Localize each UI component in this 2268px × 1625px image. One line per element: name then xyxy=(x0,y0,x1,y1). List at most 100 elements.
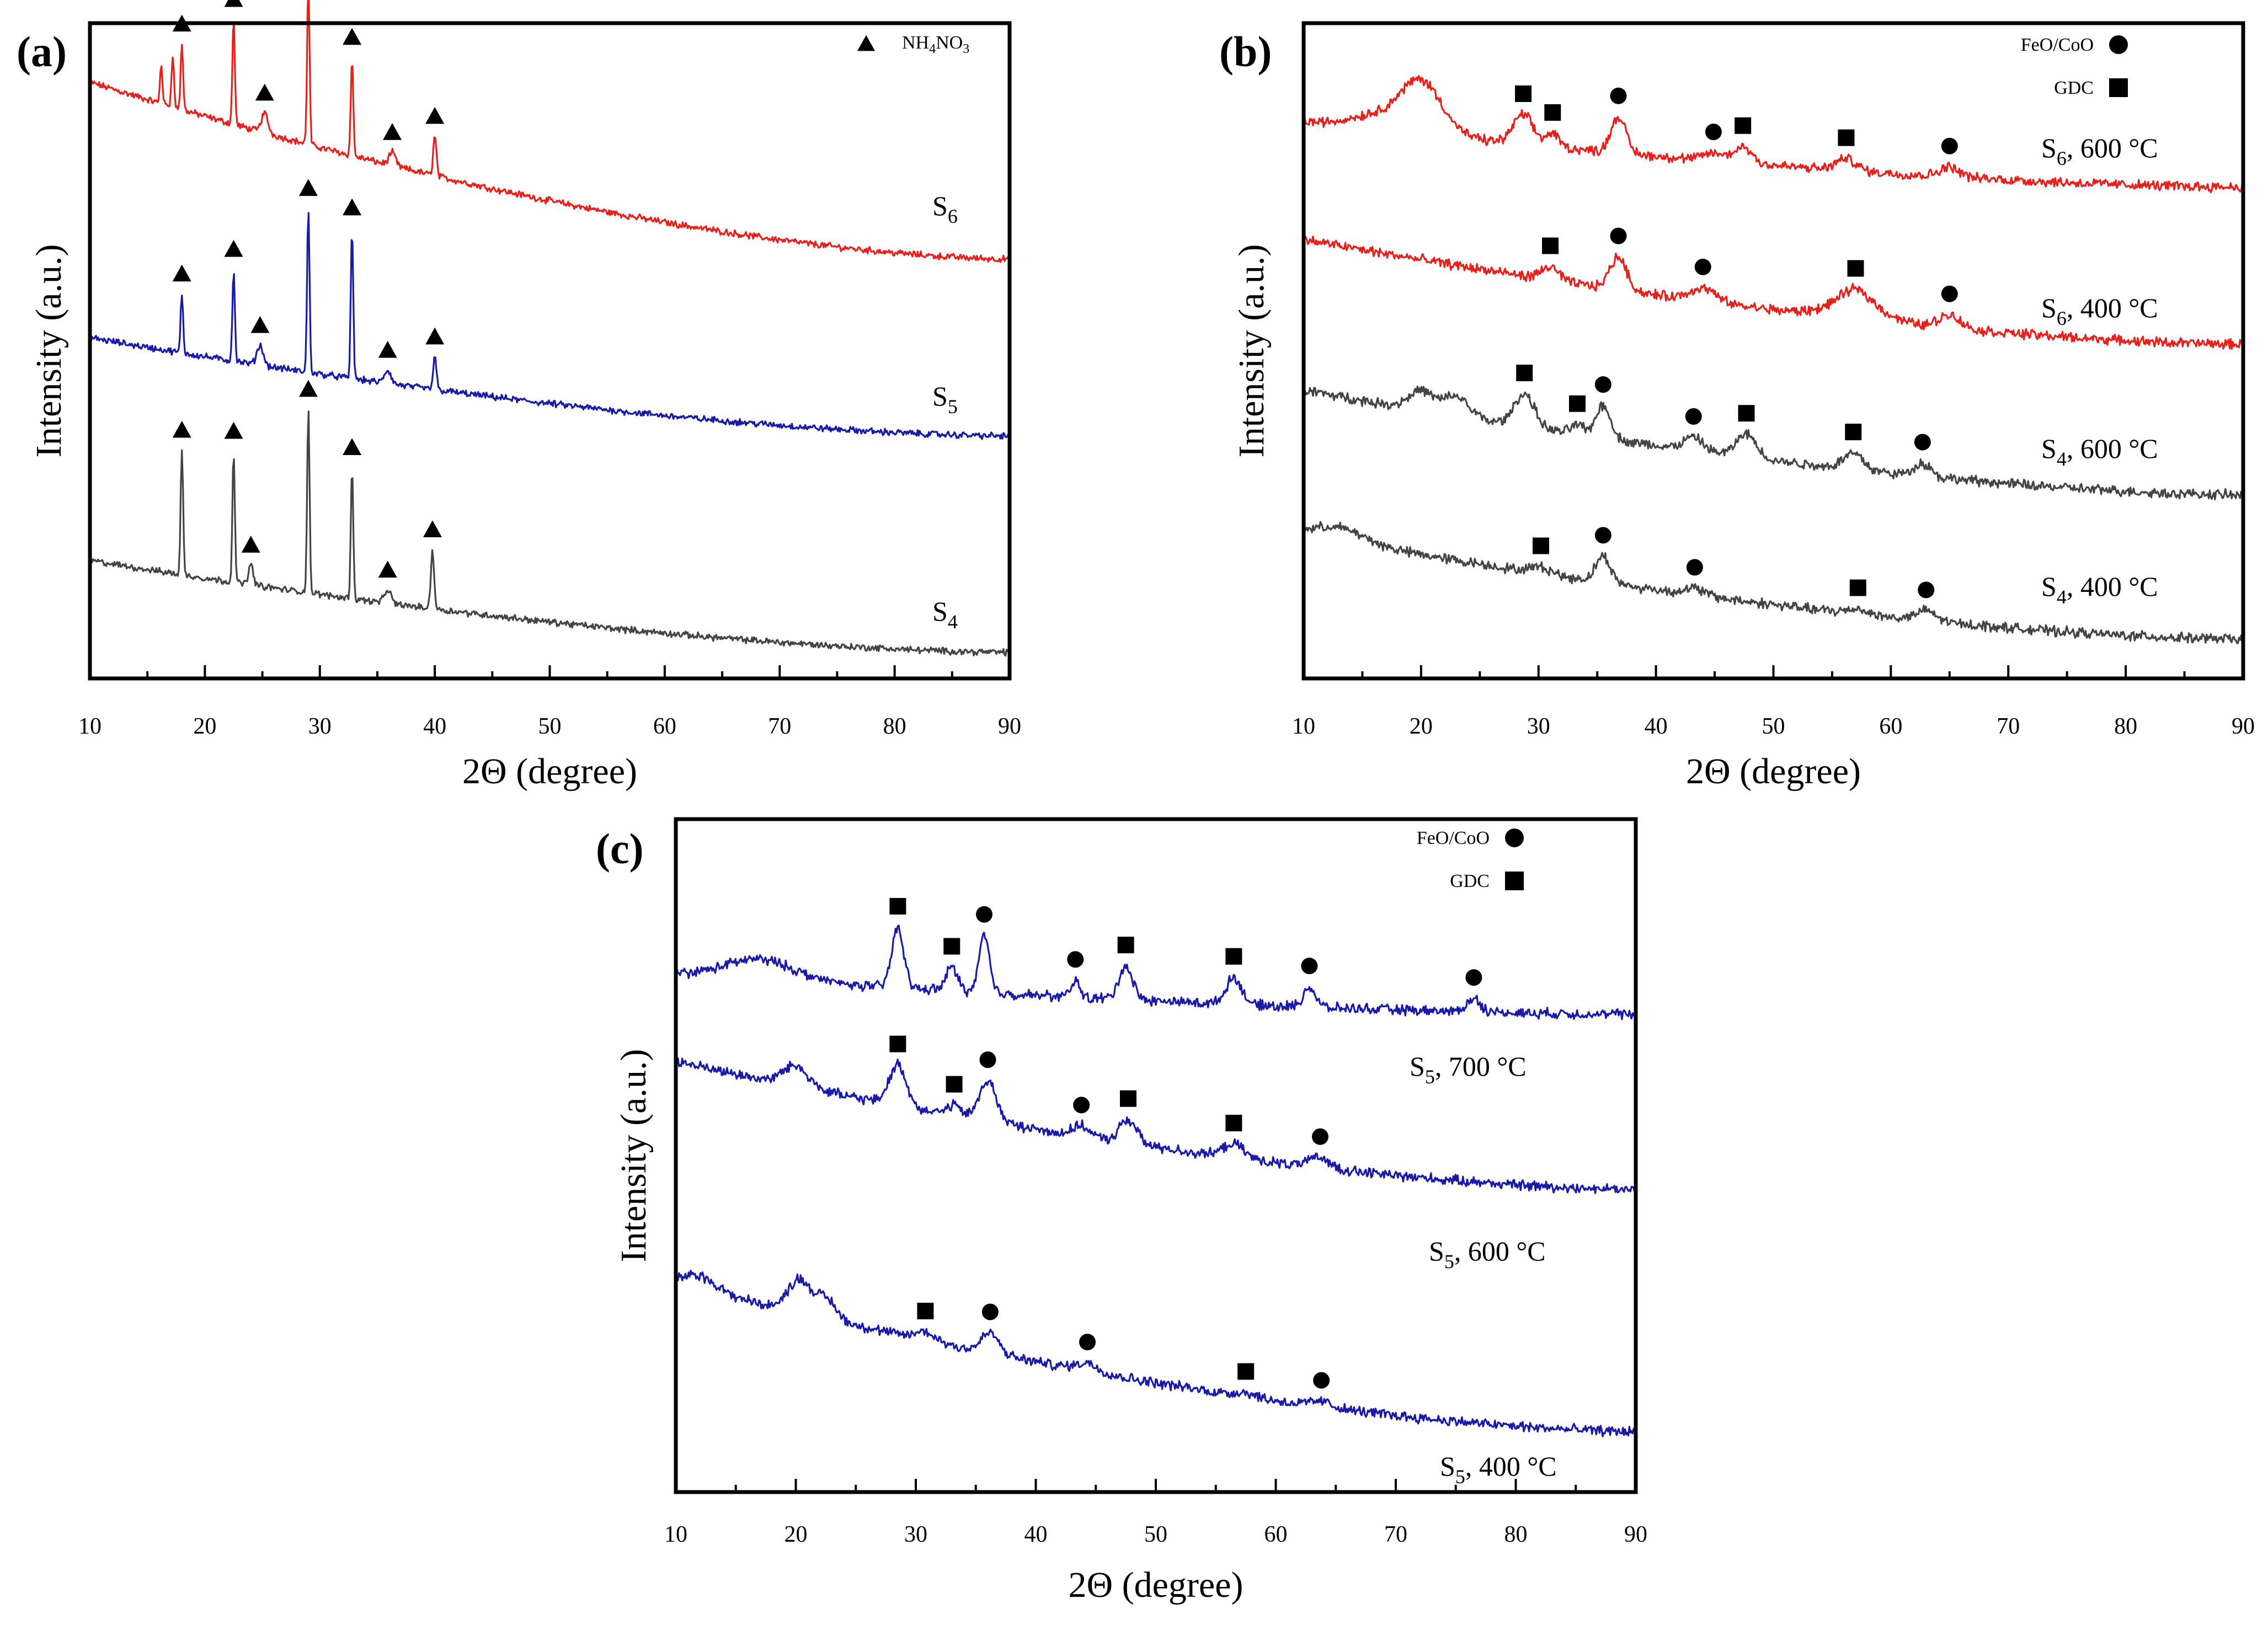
peak-marker-triangle xyxy=(343,198,362,216)
legend-square-icon xyxy=(2109,78,2128,97)
peak-marker-triangle xyxy=(224,240,243,257)
peak-marker-circle xyxy=(1918,581,1935,598)
series-line xyxy=(1303,75,2244,194)
peak-marker-triangle xyxy=(224,0,243,7)
series-line xyxy=(1303,386,2244,500)
peak-marker-square xyxy=(1225,1115,1242,1132)
peak-marker-triangle xyxy=(298,179,318,196)
x-axis-title: 2Θ (degree) xyxy=(1069,1565,1244,1605)
peak-marker-square xyxy=(1117,937,1134,954)
panel-b: (b) S6, 600 °C S6, 400 °C S4, 600 °C S4, 400… xyxy=(1219,21,2255,792)
peak-marker-triangle xyxy=(378,560,397,578)
series-label: S6, 400 °C xyxy=(2041,292,2158,329)
peak-marker-circle xyxy=(979,1051,996,1068)
series-label: S4 xyxy=(932,596,958,633)
legend-label: GDC xyxy=(2054,78,2094,98)
peak-marker-triangle xyxy=(378,341,397,358)
legend-square-icon xyxy=(1505,872,1524,890)
x-tick-label: 70 xyxy=(1997,714,2020,739)
x-tick-label: 20 xyxy=(193,714,216,739)
plot-frame xyxy=(674,817,1638,1494)
series-line xyxy=(1303,521,2244,644)
legend-label: GDC xyxy=(1450,871,1490,891)
x-tick-label: 70 xyxy=(768,714,791,739)
peak-marker-circle xyxy=(1685,408,1702,425)
legend-label: FeO/CoO xyxy=(1417,828,1490,848)
panel-c: (c) S5, 700 °C S5, 600 °C S5, 400 °C 10 20 30 4… xyxy=(596,817,1647,1605)
peak-marker-square xyxy=(1847,260,1864,277)
x-tick-label: 20 xyxy=(1410,714,1433,739)
x-axis: 10 20 30 40 50 60 70 80 90 xyxy=(664,1479,1647,1547)
series-line xyxy=(675,1269,1636,1437)
panel-letter: (a) xyxy=(17,28,67,76)
x-tick-label: 10 xyxy=(78,714,102,739)
x-tick-label: 60 xyxy=(653,714,676,739)
x-tick-label: 80 xyxy=(1504,1522,1528,1547)
series-s5-700-c: S5, 700 °C xyxy=(675,897,1637,1088)
peak-marker-circle xyxy=(1694,258,1711,275)
peak-marker-triangle xyxy=(224,421,243,439)
series-label: S5, 700 °C xyxy=(1410,1051,1527,1088)
peak-marker-circle xyxy=(1313,1372,1330,1389)
legend: NH4NO3 xyxy=(857,33,969,56)
series-s5-600-c: S5, 600 °C xyxy=(675,1035,1637,1273)
legend-triangle-icon xyxy=(857,35,875,51)
legend-circle-icon xyxy=(2109,35,2128,54)
peak-marker-circle xyxy=(1941,137,1958,154)
peak-marker-circle xyxy=(1705,124,1722,141)
peak-marker-triangle xyxy=(298,379,318,397)
series-s4: S4 xyxy=(89,379,1010,657)
peak-marker-circle xyxy=(1610,227,1627,244)
x-tick-label: 30 xyxy=(904,1522,927,1547)
peak-marker-circle xyxy=(1465,969,1482,986)
series-line xyxy=(1303,235,2244,350)
peak-marker-triangle xyxy=(425,106,445,124)
series-label: S4, 600 °C xyxy=(2041,433,2158,470)
series-s4-400-c: S4, 400 °C xyxy=(1303,521,2244,644)
peak-marker-circle xyxy=(1311,1128,1328,1145)
x-tick-label: 40 xyxy=(1024,1522,1048,1547)
series-line xyxy=(89,0,1011,263)
series-s5-400-c: S5, 400 °C xyxy=(675,1269,1636,1488)
series-s4-600-c: S4, 600 °C xyxy=(1303,365,2244,500)
x-tick-label: 20 xyxy=(785,1522,808,1547)
peak-marker-square xyxy=(1119,1090,1136,1107)
x-tick-label: 40 xyxy=(423,714,446,739)
peak-marker-circle xyxy=(1914,434,1931,451)
series-label: S6 xyxy=(932,190,958,227)
peak-marker-square xyxy=(1225,948,1242,965)
peak-marker-circle xyxy=(1594,376,1611,393)
peak-marker-triangle xyxy=(172,264,191,282)
y-axis-title: Intensity (a.u.) xyxy=(613,1049,654,1263)
peak-marker-circle xyxy=(1073,1097,1090,1114)
peak-marker-square xyxy=(943,938,960,955)
x-tick-label: 70 xyxy=(1384,1522,1407,1547)
peak-marker-triangle xyxy=(343,438,362,455)
peak-marker-circle xyxy=(1594,527,1611,544)
peak-marker-circle xyxy=(981,1303,999,1321)
peak-marker-square xyxy=(946,1076,963,1093)
legend: FeO/CoO GDC xyxy=(2021,35,2128,98)
series-s6-400-c: S6, 400 °C xyxy=(1303,227,2244,350)
series-line xyxy=(675,1057,1637,1194)
peak-marker-triangle xyxy=(250,316,270,333)
peak-marker-square xyxy=(1735,117,1752,134)
x-tick-label: 50 xyxy=(1144,1522,1167,1547)
peak-marker-square xyxy=(1237,1363,1255,1380)
x-tick-label: 50 xyxy=(538,714,562,739)
x-tick-label: 10 xyxy=(664,1522,687,1547)
peak-marker-circle xyxy=(1079,1333,1096,1350)
peak-marker-triangle xyxy=(241,536,260,553)
x-tick-label: 10 xyxy=(1292,714,1315,739)
peak-marker-triangle xyxy=(423,520,442,537)
x-tick-label: 40 xyxy=(1645,714,1668,739)
x-axis-title: 2Θ (degree) xyxy=(462,751,637,792)
peak-marker-square xyxy=(1568,395,1586,412)
peak-marker-square xyxy=(1516,365,1533,382)
peak-marker-square xyxy=(1515,85,1532,102)
series-line xyxy=(89,410,1010,657)
series-line xyxy=(89,212,1011,440)
legend-label: FeO/CoO xyxy=(2021,35,2094,55)
x-tick-label: 30 xyxy=(308,714,332,739)
